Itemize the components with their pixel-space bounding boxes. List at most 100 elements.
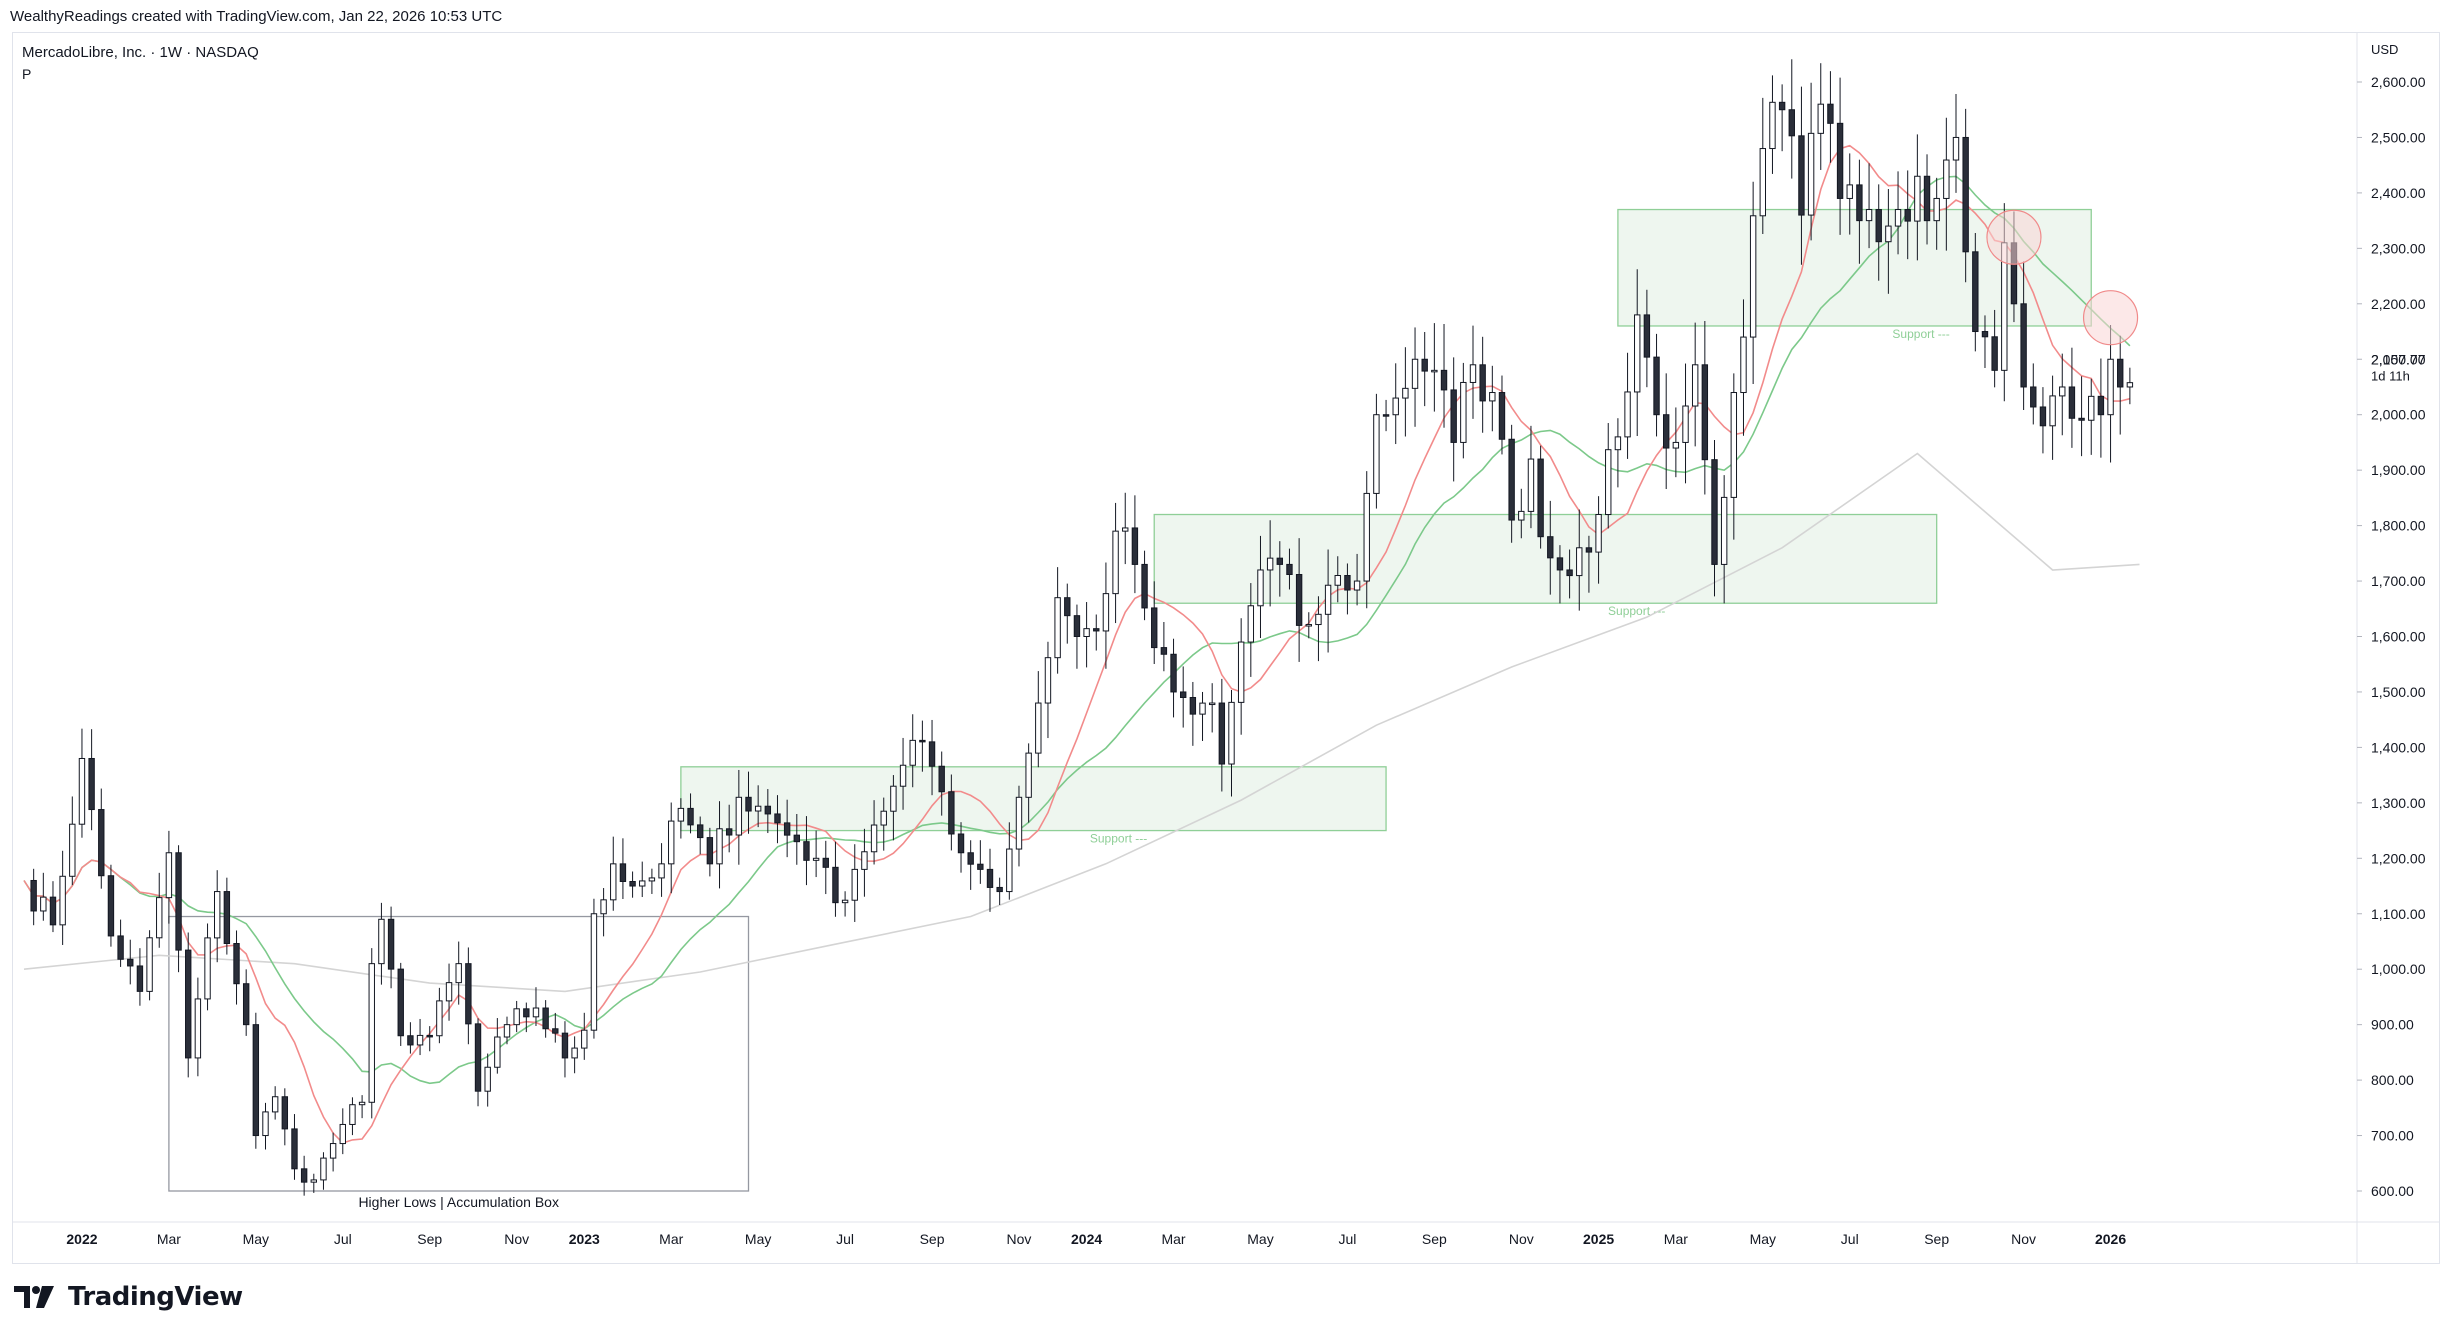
price-tick-label: 2,600.00 [2371, 74, 2426, 90]
price-tick-label: 2,200.00 [2371, 296, 2426, 312]
candle-body [1498, 392, 1506, 440]
candle-body [1228, 701, 1235, 765]
candle-body [484, 1066, 491, 1092]
candle-body [590, 913, 598, 1031]
time-tick-label: May [243, 1231, 269, 1247]
candle-body [754, 805, 762, 812]
candle-body [1817, 103, 1824, 134]
candle-body [1556, 557, 1564, 571]
candle-body [793, 834, 800, 843]
price-tick-label: 1,600.00 [2371, 629, 2426, 645]
candle-body [1286, 563, 1293, 575]
candle-body [1634, 314, 1641, 393]
candle-body [1991, 336, 1998, 371]
candle-body [223, 891, 231, 945]
annotation-box-0 [168, 915, 750, 1192]
price-chart[interactable]: Higher Lows | Accumulation Box Support --… [12, 32, 2440, 1264]
candle-body [1353, 580, 1361, 591]
time-tick-label: Jul [334, 1231, 352, 1247]
candle-body [880, 810, 887, 826]
candle-body [2039, 406, 2047, 427]
candle-body [919, 739, 926, 743]
candle-body [1450, 389, 1457, 443]
candle-body [1460, 381, 1467, 443]
candle-body [1576, 547, 1583, 577]
candle-body [2030, 386, 2037, 408]
candles [30, 59, 2134, 1196]
candle-body [1537, 458, 1544, 538]
candle-body [1295, 573, 1303, 626]
candle-body [1093, 628, 1100, 632]
time-tick-label: May [1247, 1231, 1273, 1247]
candle-body [1102, 593, 1110, 632]
candle-body [1006, 848, 1013, 893]
candle-body [291, 1128, 298, 1170]
price-tick-label: 2,000.00 [2371, 407, 2426, 423]
attribution-text: WealthyReadings created with TradingView… [10, 8, 503, 25]
candle-body [1885, 225, 1892, 243]
price-tick-label: 1,900.00 [2371, 462, 2426, 478]
candle-body [1749, 215, 1757, 338]
candle-body [870, 824, 878, 853]
candle-body [1952, 136, 1960, 161]
candle-body [1421, 358, 1428, 372]
candle-body [1208, 702, 1216, 706]
candle-body [436, 1000, 443, 1037]
time-tick-label: Nov [504, 1231, 529, 1247]
candle-body [242, 983, 250, 1026]
annotation-box-label-3: Support --- [1892, 327, 1949, 341]
candle-body [928, 741, 936, 767]
ma-20-line [23, 175, 2131, 1085]
candle-body [378, 918, 385, 965]
candle-body [1334, 575, 1341, 586]
candle-body [1846, 184, 1853, 199]
time-tick-label: Nov [1509, 1231, 1534, 1247]
candle-body [1962, 136, 1969, 253]
candle-body [909, 739, 916, 766]
candle-body [1788, 109, 1795, 137]
candle-body [1315, 613, 1322, 626]
candle-body [1151, 607, 1158, 649]
candle-body [1044, 657, 1052, 704]
candle-body [1247, 605, 1255, 643]
candle-body [523, 1008, 530, 1018]
candle-body [2068, 386, 2076, 419]
tradingview-logo[interactable]: TradingView [14, 1282, 243, 1312]
candle-body [774, 813, 781, 824]
candle-body [474, 1023, 482, 1092]
candle-body [2078, 417, 2085, 421]
candle-body [262, 1111, 269, 1137]
candle-body [127, 958, 134, 967]
candle-body [1981, 331, 1989, 338]
candle-body [1276, 557, 1283, 565]
candle-body [2107, 358, 2114, 416]
symbol-legend[interactable]: MercadoLibre, Inc. · 1W · NASDAQ [22, 44, 259, 61]
time-tick-label: Sep [417, 1231, 442, 1247]
indicator-legend[interactable]: P [22, 66, 32, 82]
candle-body [117, 935, 124, 960]
candle-body [339, 1123, 346, 1145]
candle-body [1875, 209, 1882, 243]
time-axis: 2022 Mar May Jul Sep Nov 2023 Mar May Jul Sep Nov 20… [12, 1221, 2440, 1247]
candle-body [445, 982, 453, 1002]
candle-body [600, 899, 607, 915]
candle-body [1324, 584, 1332, 615]
candle-body [1527, 458, 1535, 512]
candle-body [156, 897, 163, 939]
candle-body [1585, 547, 1593, 553]
candle-body [1469, 364, 1477, 383]
annotation-boxes: Higher Lows | Accumulation Box Support --… [168, 208, 2092, 1210]
time-tick-label: Sep [1924, 1231, 1949, 1247]
candle-body [1199, 702, 1206, 715]
candle-body [677, 807, 685, 822]
time-tick-label: Sep [920, 1231, 945, 1247]
time-tick-label: Sep [1422, 1231, 1447, 1247]
candle-body [1180, 691, 1187, 698]
candle-body [1266, 557, 1274, 571]
candle-body [1624, 391, 1631, 438]
candle-body [1218, 702, 1226, 765]
candle-body [271, 1096, 279, 1113]
candle-body [1054, 597, 1061, 659]
candle-body [1508, 438, 1515, 521]
candle-body [1682, 405, 1689, 443]
